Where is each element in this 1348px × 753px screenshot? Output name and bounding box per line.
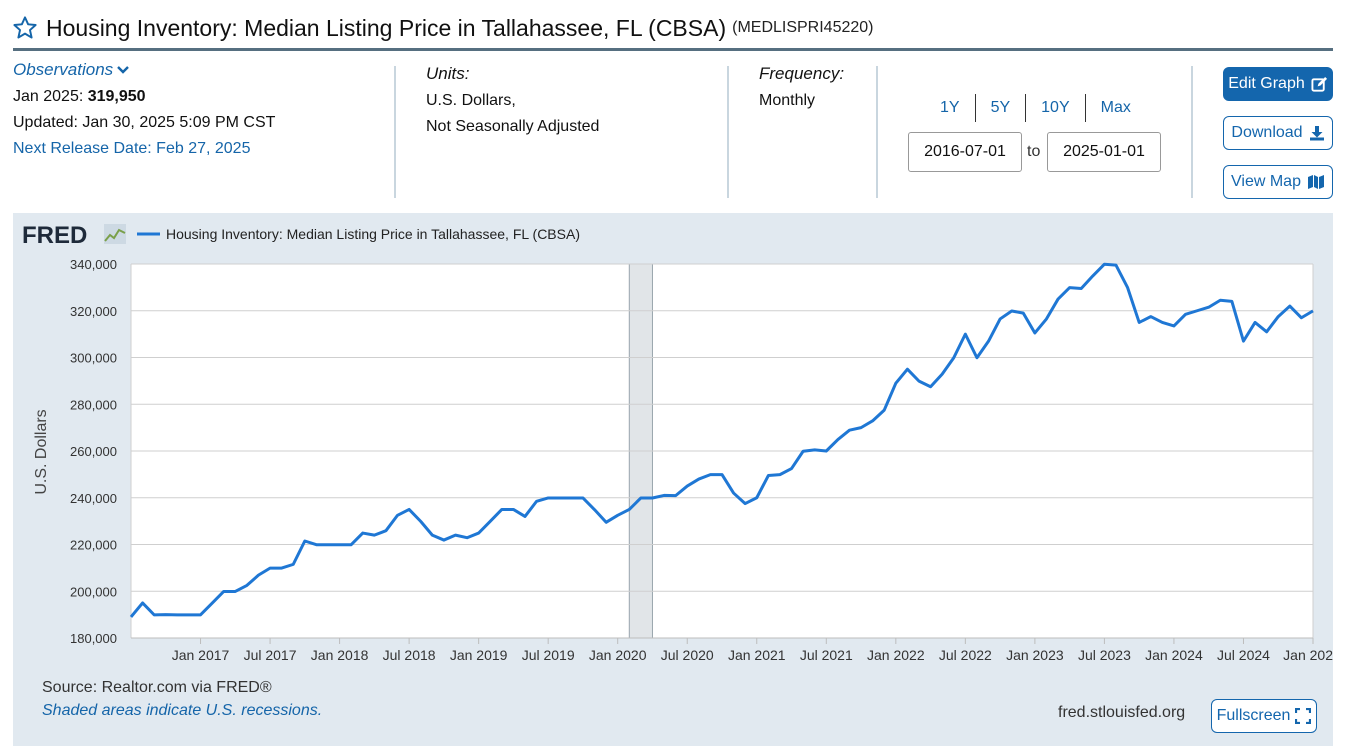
range-1y-button[interactable]: 1Y	[925, 94, 976, 122]
column-divider	[1191, 66, 1193, 198]
fullscreen-label: Fullscreen	[1216, 707, 1291, 724]
chevron-down-icon	[117, 66, 130, 74]
series-id: (MEDLISPRI45220)	[732, 19, 874, 36]
range-5y-button[interactable]: 5Y	[976, 94, 1027, 122]
page-title: Housing Inventory: Median Listing Price …	[46, 14, 727, 41]
edit-graph-button[interactable]: Edit Graph	[1223, 67, 1333, 101]
range-buttons: 1Y 5Y 10Y Max	[925, 94, 1146, 122]
column-divider	[394, 66, 396, 198]
map-icon	[1307, 175, 1324, 189]
download-label: Download	[1231, 124, 1303, 141]
units-value-line2: Not Seasonally Adjusted	[426, 118, 600, 135]
latest-observation-date: Jan 2025:	[13, 88, 84, 105]
fullscreen-icon	[1295, 708, 1312, 724]
title-bar: Housing Inventory: Median Listing Price …	[12, 8, 1334, 48]
column-divider	[876, 66, 878, 198]
graph-panel	[13, 213, 1333, 746]
units-value-line1: U.S. Dollars,	[426, 92, 516, 109]
next-release-link[interactable]: Next Release Date: Feb 27, 2025	[13, 140, 251, 157]
fred-url: fred.stlouisfed.org	[1058, 704, 1186, 721]
updated-timestamp: Updated: Jan 30, 2025 5:09 PM CST	[13, 114, 276, 131]
download-icon	[1309, 126, 1324, 141]
observations-toggle[interactable]: Observations	[13, 60, 130, 80]
recession-note-link[interactable]: Shaded areas indicate U.S. recessions.	[42, 702, 323, 719]
latest-observation: Jan 2025: 319,950	[13, 88, 393, 106]
units-panel: Units: U.S. Dollars, Not Seasonally Adju…	[426, 60, 716, 136]
title-divider	[13, 48, 1333, 51]
download-button[interactable]: Download	[1223, 116, 1333, 150]
view-map-button[interactable]: View Map	[1223, 165, 1333, 199]
start-date-input[interactable]	[908, 132, 1022, 172]
column-divider	[727, 66, 729, 198]
star-icon[interactable]	[12, 15, 38, 41]
observations-panel: Observations Jan 2025: 319,950 Updated: …	[13, 60, 393, 158]
range-10y-button[interactable]: 10Y	[1026, 94, 1086, 122]
edit-icon	[1311, 76, 1327, 92]
frequency-value: Monthly	[759, 92, 816, 109]
frequency-label: Frequency:	[759, 64, 845, 83]
to-label: to	[1027, 143, 1041, 160]
latest-observation-value: 319,950	[87, 88, 146, 105]
source-text: Source: Realtor.com via FRED®	[42, 679, 272, 696]
range-max-button[interactable]: Max	[1100, 99, 1131, 116]
observations-label: Observations	[13, 60, 114, 79]
end-date-input[interactable]	[1047, 132, 1161, 172]
view-map-label: View Map	[1231, 173, 1301, 190]
units-label: Units:	[426, 64, 470, 83]
fullscreen-button[interactable]: Fullscreen	[1211, 699, 1317, 733]
frequency-panel: Frequency: Monthly	[759, 60, 869, 110]
edit-graph-label: Edit Graph	[1228, 75, 1305, 92]
